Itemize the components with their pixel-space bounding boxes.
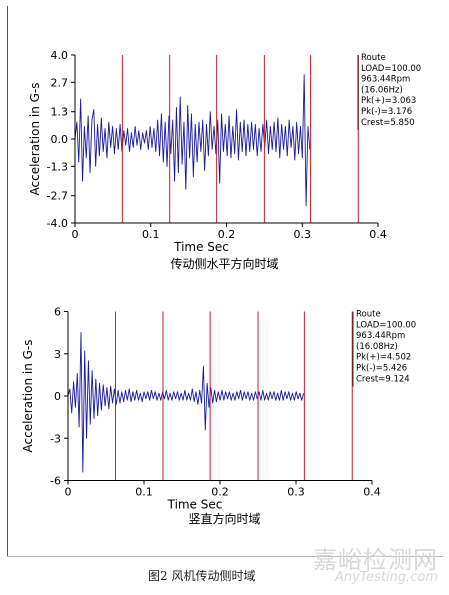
info-line: (16.06Hz) — [361, 85, 403, 95]
x-tick-label: 0.1 — [135, 486, 153, 499]
chart-caption-horizontal: 传动侧水平方向时域 — [170, 257, 279, 271]
y-tick-label: 6 — [54, 306, 61, 319]
x-tick-label: 0.2 — [211, 486, 229, 499]
left-border-line — [7, 6, 8, 556]
info-line: LOAD=100.00 — [356, 320, 416, 330]
x-axis-label: Time Sec — [173, 240, 229, 254]
signal-trace — [67, 332, 305, 473]
bottom-border-line — [7, 556, 443, 557]
chart-caption-vertical: 竖直方向时域 — [188, 512, 261, 526]
x-tick-label: 0.2 — [218, 228, 236, 241]
watermark-text-en: AnyTesting.com — [334, 570, 438, 585]
info-line: Route — [361, 53, 386, 63]
horizontal-time-domain-chart: 4.0 2.7 1.3 0.0 -1.3 -2.7 -4.0 0 0.1 0.2 0.3 0.4 Tim… — [28, 49, 421, 254]
info-line: 963.44Rpm — [361, 75, 410, 85]
info-line: Pk(-)=3.176 — [361, 107, 412, 117]
x-tick-label: 0 — [72, 228, 79, 241]
y-axis-label: Acceleration in G-s — [21, 339, 35, 452]
x-axis-label: Time Sec — [167, 498, 223, 512]
watermark-logo: 嘉峪检测网 AnyTesting.com — [292, 540, 442, 590]
info-line: Pk(+)=3.063 — [361, 96, 416, 106]
x-tick-label: 0.1 — [142, 228, 160, 241]
y-tick-label: 2.7 — [51, 76, 69, 89]
y-tick-label: -4.0 — [47, 217, 68, 230]
info-line: Pk(+)=4.502 — [356, 353, 411, 363]
info-line: (16.08Hz) — [356, 342, 398, 352]
info-line: LOAD=100.00 — [361, 64, 421, 74]
figure-caption: 图2 风机传动侧时域 — [148, 569, 256, 583]
x-tick-label: 0 — [65, 486, 72, 499]
y-tick-label: -6 — [50, 475, 61, 488]
info-line: Crest=9.124 — [356, 374, 410, 384]
info-line: 963.44Rpm — [356, 331, 405, 341]
x-tick-label: 0.4 — [363, 486, 381, 499]
vertical-time-domain-chart: 6 3 0 -3 -6 0 0.1 0.2 0.3 0.4 Time Sec Acceleration… — [21, 306, 416, 512]
y-tick-label: -2.7 — [47, 190, 68, 203]
y-tick-label: -3 — [50, 432, 61, 445]
y-tick-label: 3 — [54, 348, 61, 361]
y-tick-label: 1.3 — [51, 106, 69, 119]
y-axis-label: Acceleration in G-s — [28, 82, 42, 195]
watermark-text-cn: 嘉峪检测网 — [313, 546, 438, 574]
signal-trace — [74, 74, 311, 207]
y-tick-label: -1.3 — [47, 160, 68, 173]
info-line: Pk(-)=5.426 — [356, 364, 407, 374]
info-line: Crest=5.850 — [361, 118, 415, 128]
y-tick-label: 4.0 — [51, 49, 69, 62]
x-tick-label: 0.4 — [369, 228, 387, 241]
x-tick-label: 0.3 — [287, 486, 305, 499]
info-line: Route — [356, 310, 381, 320]
y-tick-label: 0.0 — [51, 133, 69, 146]
y-tick-label: 0 — [54, 390, 61, 403]
x-tick-label: 0.3 — [294, 228, 312, 241]
